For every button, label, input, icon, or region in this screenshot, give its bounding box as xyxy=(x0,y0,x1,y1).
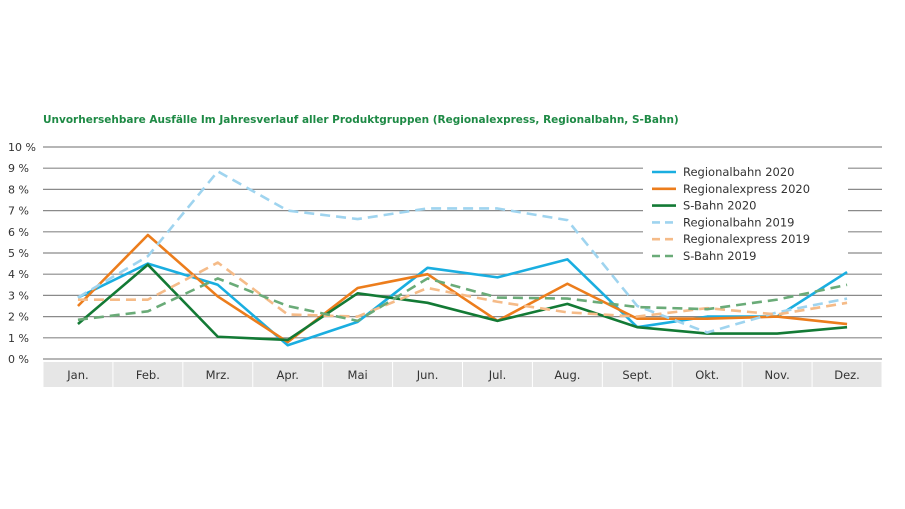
series-line xyxy=(77,263,848,342)
x-tick-label: Aug. xyxy=(554,368,580,382)
x-tick-label: Nov. xyxy=(765,368,790,382)
y-tick-label: 5 % xyxy=(8,247,29,260)
category-band xyxy=(672,362,742,387)
legend-label: S-Bahn 2020 xyxy=(683,199,756,213)
y-tick-label: 10 % xyxy=(8,141,36,154)
y-tick-label: 6 % xyxy=(8,226,29,239)
category-band xyxy=(602,362,672,387)
category-band xyxy=(463,362,532,387)
chart-title: Unvorhersehbare Ausfälle Im Jahresverlau… xyxy=(43,114,679,126)
series-line xyxy=(77,277,848,323)
legend-label: Regionalexpress 2019 xyxy=(683,232,810,246)
series-line xyxy=(77,258,848,347)
legend-background xyxy=(643,157,848,269)
y-tick-label: 3 % xyxy=(8,289,29,302)
y-tick-label: 9 % xyxy=(8,162,29,175)
x-tick-label: Sept. xyxy=(622,368,652,382)
category-band xyxy=(183,362,253,387)
x-tick-label: Mrz. xyxy=(206,368,230,382)
category-band xyxy=(43,362,113,387)
legend-label: S-Bahn 2019 xyxy=(683,249,756,263)
category-band xyxy=(323,362,393,387)
x-tick-label: Dez. xyxy=(834,368,860,382)
y-tick-label: 4 % xyxy=(8,268,29,281)
category-band xyxy=(113,362,183,387)
legend-label: Regionalbahn 2020 xyxy=(683,165,794,179)
x-tick-label: Feb. xyxy=(136,368,160,382)
category-band xyxy=(532,362,602,387)
legend-label: Regionalbahn 2019 xyxy=(683,215,794,229)
x-tick-label: Jan. xyxy=(66,368,88,382)
x-tick-label: Jul. xyxy=(488,368,507,382)
category-band xyxy=(812,362,882,387)
y-tick-label: 8 % xyxy=(8,183,29,196)
y-tick-label: 1 % xyxy=(8,332,29,345)
x-tick-label: Okt. xyxy=(695,368,719,382)
series-line xyxy=(77,261,848,318)
y-tick-label: 7 % xyxy=(8,205,29,218)
y-tick-label: 2 % xyxy=(8,311,29,324)
y-tick-label: 0 % xyxy=(8,353,29,366)
x-tick-label: Jun. xyxy=(416,368,439,382)
category-band xyxy=(253,362,323,387)
x-tick-label: Apr. xyxy=(276,368,299,382)
category-band xyxy=(742,362,812,387)
category-band xyxy=(393,362,462,387)
x-tick-label: Mai xyxy=(348,368,368,382)
legend-label: Regionalexpress 2020 xyxy=(683,182,810,196)
series-line xyxy=(77,233,848,344)
